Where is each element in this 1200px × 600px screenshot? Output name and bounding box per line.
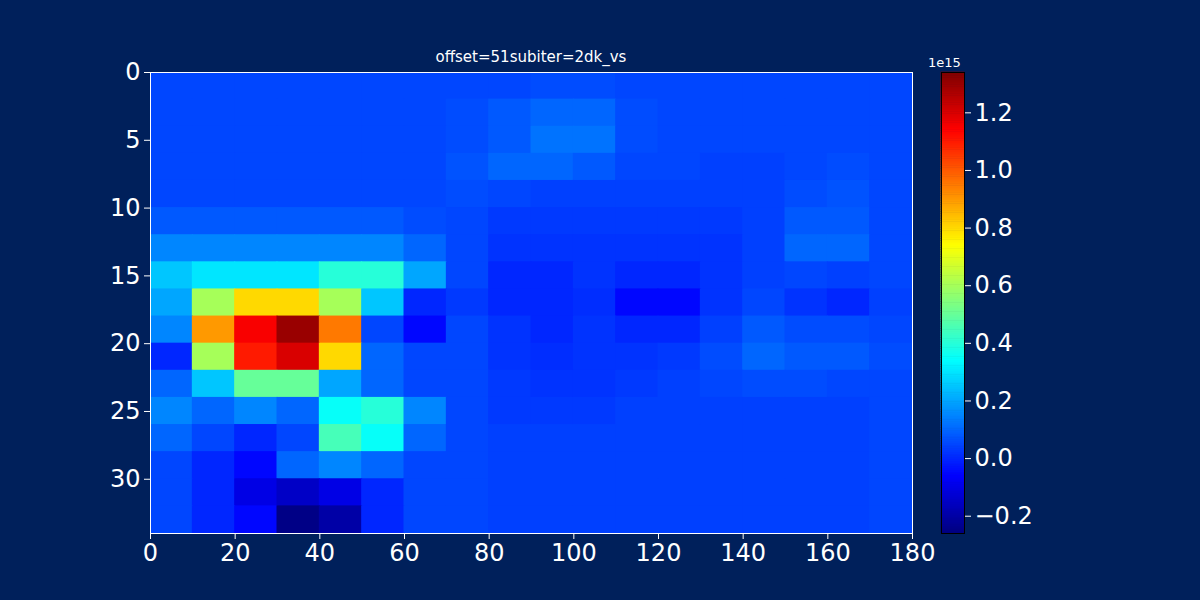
svg-text:0: 0 — [143, 539, 158, 567]
html-text:1e15: 1e15 — [928, 55, 961, 70]
svg-text:20: 20 — [220, 539, 251, 567]
svg-text:20: 20 — [110, 329, 141, 357]
svg-text:1.2: 1.2 — [975, 99, 1013, 127]
svg-text:160: 160 — [805, 539, 851, 567]
svg-text:180: 180 — [890, 539, 936, 567]
svg-text:40: 40 — [305, 539, 336, 567]
svg-text:0.2: 0.2 — [975, 387, 1013, 415]
svg-text:0: 0 — [125, 58, 140, 86]
svg-text:120: 120 — [636, 539, 682, 567]
svg-text:0.8: 0.8 — [975, 214, 1013, 242]
svg-text:0.4: 0.4 — [975, 329, 1013, 357]
svg-text:25: 25 — [110, 397, 141, 425]
svg-text:140: 140 — [720, 539, 766, 567]
svg-text:0.0: 0.0 — [975, 444, 1013, 472]
svg-text:10: 10 — [110, 194, 141, 222]
svg-text:0.6: 0.6 — [975, 271, 1013, 299]
svg-text:5: 5 — [125, 126, 140, 154]
svg-text:60: 60 — [389, 539, 420, 567]
svg-text:1.0: 1.0 — [975, 156, 1013, 184]
svg-text:15: 15 — [110, 262, 141, 290]
svg-text:80: 80 — [474, 539, 505, 567]
svg-text:−0.2: −0.2 — [975, 502, 1033, 530]
svg-text:100: 100 — [551, 539, 597, 567]
svg-text:30: 30 — [110, 465, 141, 493]
html-text:offset=51subiter=2dk_vs: offset=51subiter=2dk_vs — [435, 48, 627, 66]
